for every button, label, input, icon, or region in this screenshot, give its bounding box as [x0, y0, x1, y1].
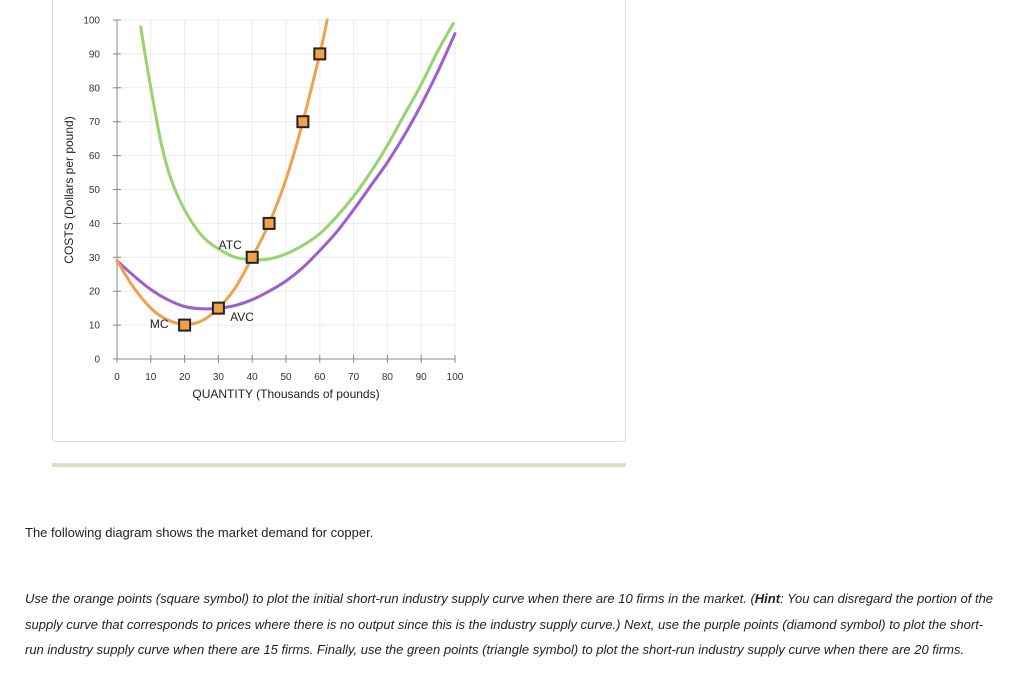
mc-square-marker [296, 115, 310, 129]
curve-label-atc: ATC [219, 238, 242, 252]
y-tick-label: 60 [89, 151, 101, 162]
y-tick-label: 80 [89, 83, 101, 94]
x-tick-label: 20 [179, 372, 191, 383]
section-divider [52, 463, 626, 467]
instructions-part-2: : You can disregard the portion of the s… [25, 591, 994, 657]
x-tick-label: 10 [145, 372, 157, 383]
y-tick-label: 30 [89, 253, 101, 264]
axes: 0 10 20 30 40 50 60 70 80 90 100 0 10 20 30 40 50 60 70 80 9… [62, 16, 464, 402]
x-axis-label: QUANTITY (Thousands of pounds) [192, 387, 379, 401]
mc-square-marker [211, 301, 225, 315]
x-tick-label: 50 [280, 372, 292, 383]
x-tick-label: 90 [416, 372, 428, 383]
curve-mc [115, 18, 329, 326]
y-axis-label: COSTS (Dollars per pound) [62, 116, 76, 263]
mc-square-marker [313, 47, 327, 61]
y-tick-label: 90 [89, 49, 101, 60]
x-tick-label: 60 [314, 372, 326, 383]
grid [117, 19, 456, 359]
markers [178, 47, 327, 332]
curve-label-mc: MC [150, 317, 169, 331]
y-tick-label: 20 [89, 287, 101, 298]
x-tick-label: 0 [114, 372, 120, 383]
mc-square-marker [178, 318, 192, 332]
instructions-part-1: Use the orange points (square symbol) to… [25, 591, 755, 606]
x-tick-label: 40 [247, 372, 259, 383]
mc-square-marker [245, 250, 259, 264]
curve-atc [139, 21, 455, 262]
mc-square-marker [262, 216, 276, 230]
curve-avc [115, 32, 457, 311]
y-tick-label: 100 [83, 16, 100, 27]
labels: MC ATC AVC [150, 238, 254, 331]
hint-label: Hint [754, 591, 781, 606]
y-tick-label: 10 [89, 321, 101, 332]
x-tick-label: 70 [348, 372, 360, 383]
y-tick-label: 50 [89, 185, 101, 196]
curve-label-avc: AVC [230, 310, 254, 324]
x-tick-label: 30 [213, 372, 225, 383]
y-tick-label: 40 [89, 219, 101, 230]
y-tick-label: 70 [89, 117, 101, 128]
y-tick-label: 0 [94, 355, 100, 366]
intro-text: The following diagram shows the market d… [25, 525, 374, 540]
x-tick-label: 80 [382, 372, 394, 383]
x-tick-label: 100 [447, 372, 464, 383]
instructions-text: Use the orange points (square symbol) to… [25, 586, 1000, 663]
